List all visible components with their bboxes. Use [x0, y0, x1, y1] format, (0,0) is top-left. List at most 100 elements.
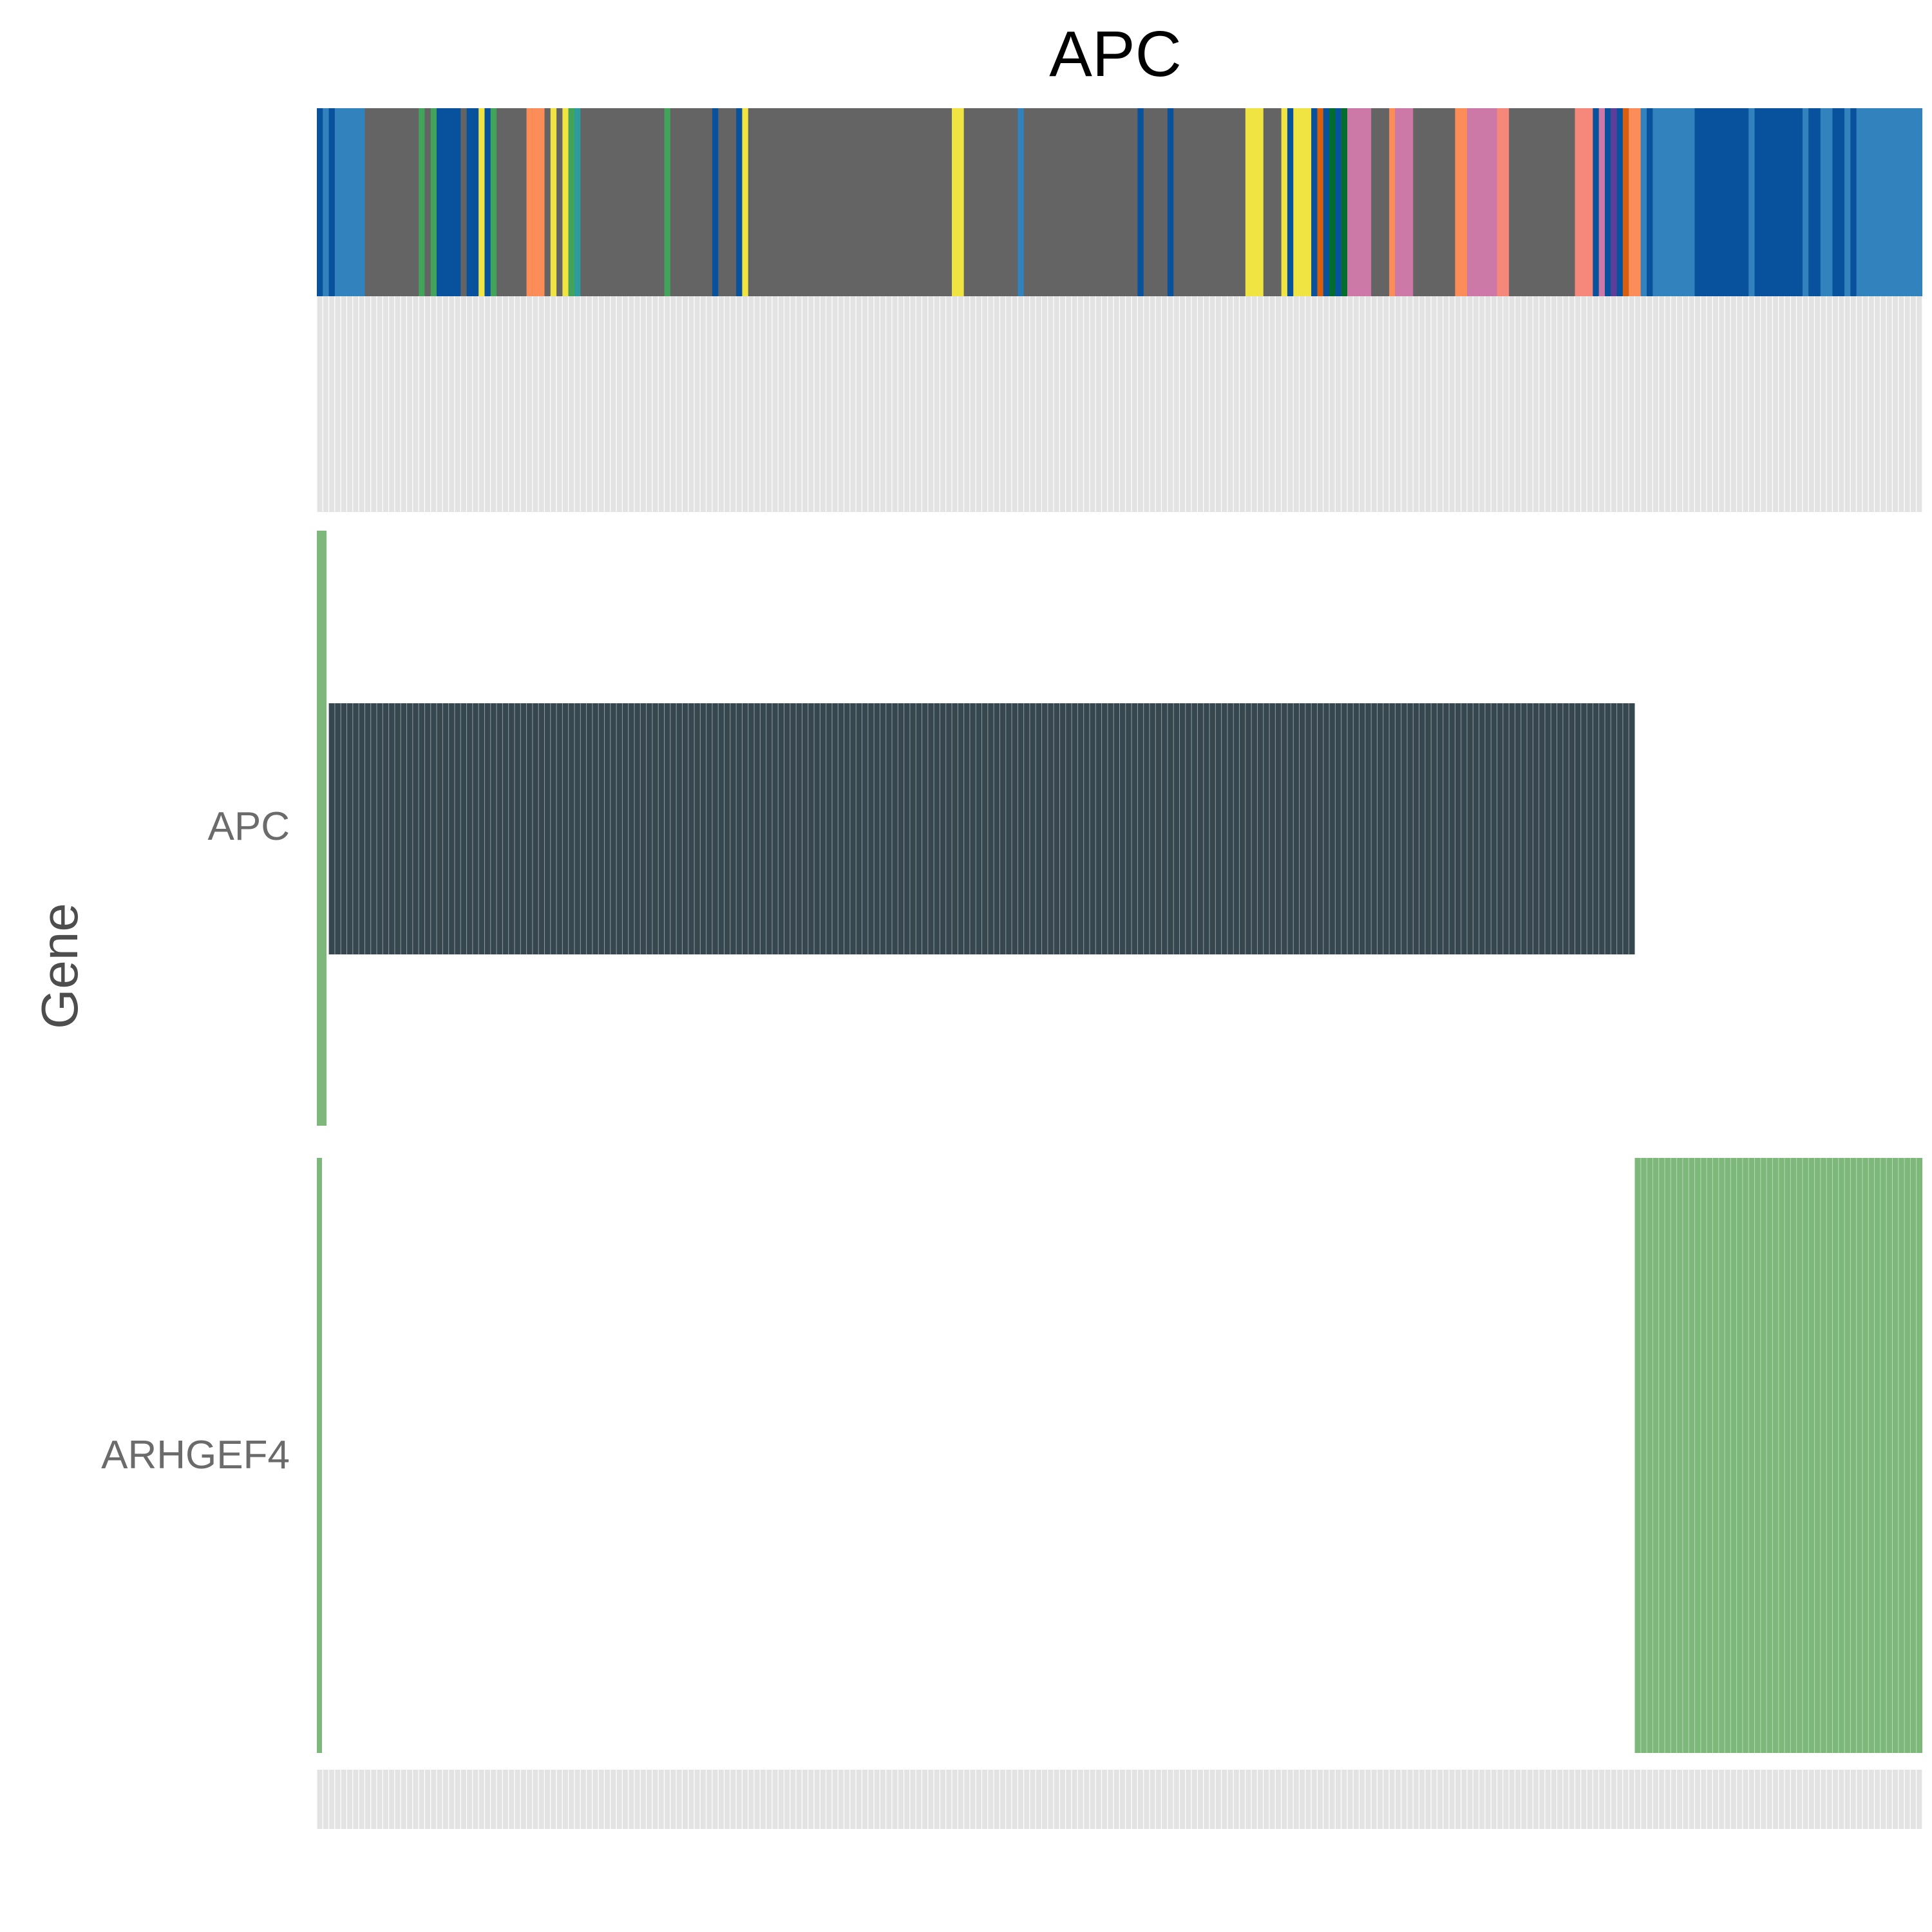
empty-cell	[1899, 1770, 1904, 1829]
empty-cell	[742, 1770, 748, 1829]
empty-cell	[629, 296, 634, 512]
empty-cell	[419, 296, 424, 512]
empty-cell	[1467, 296, 1473, 512]
empty-cell	[730, 1770, 736, 1829]
empty-cell	[976, 1770, 981, 1829]
empty-cell	[1623, 296, 1629, 512]
empty-cell	[1862, 296, 1868, 512]
empty-cell	[838, 1770, 844, 1829]
empty-cell	[1036, 296, 1041, 512]
empty-cell	[1880, 296, 1886, 512]
empty-cell	[856, 1770, 862, 1829]
empty-cell	[970, 1770, 976, 1829]
empty-cell	[323, 296, 328, 512]
empty-cell	[1634, 296, 1641, 512]
empty-cell	[1300, 1770, 1305, 1829]
empty-cell	[736, 1770, 742, 1829]
empty-cell	[718, 296, 724, 512]
empty-cell	[1144, 296, 1150, 512]
empty-cell	[1449, 1770, 1455, 1829]
empty-cell	[1461, 296, 1467, 512]
annotation-segment-yellow	[478, 108, 485, 296]
empty-cell	[1605, 296, 1611, 512]
empty-cell	[724, 1770, 730, 1829]
empty-cell	[1066, 296, 1072, 512]
empty-cell	[946, 296, 952, 512]
empty-cell	[700, 296, 706, 512]
empty-cell	[1665, 1770, 1671, 1829]
empty-cell	[1395, 296, 1401, 512]
empty-cell	[658, 1770, 664, 1829]
empty-cell	[868, 296, 874, 512]
empty-cell	[772, 1770, 778, 1829]
empty-cell	[1575, 1770, 1581, 1829]
annotation-segment-blue_dark	[317, 108, 323, 296]
empty-cell	[460, 1770, 466, 1829]
empty-cell	[1862, 1770, 1868, 1829]
empty-cell	[1515, 296, 1521, 512]
empty-cell	[1431, 296, 1437, 512]
empty-cell	[1155, 1770, 1161, 1829]
empty-cell	[1251, 1770, 1257, 1829]
empty-cell	[1653, 1770, 1658, 1829]
annotation-segment-green	[568, 108, 574, 296]
empty-cell	[1072, 296, 1077, 512]
empty-cell	[1443, 1770, 1449, 1829]
empty-cell	[1461, 1770, 1467, 1829]
empty-cell	[1233, 1770, 1239, 1829]
alteration-block	[1634, 1158, 1922, 1753]
empty-cell	[365, 1770, 371, 1829]
empty-cell	[1563, 296, 1569, 512]
empty-cell	[605, 1770, 611, 1829]
empty-cell	[736, 296, 742, 512]
empty-cell	[323, 1770, 328, 1829]
empty-cell	[964, 1770, 970, 1829]
empty-cell	[928, 296, 934, 512]
empty-cell	[491, 296, 497, 512]
empty-cell	[1245, 296, 1251, 512]
empty-cell	[784, 296, 790, 512]
empty-cell	[544, 1770, 551, 1829]
empty-cell	[778, 296, 784, 512]
empty-cell	[1102, 1770, 1108, 1829]
empty-cell	[1006, 1770, 1012, 1829]
annotation-segment-blue_dark	[1287, 108, 1294, 296]
empty-cell	[1797, 296, 1803, 512]
empty-cell	[886, 296, 892, 512]
annotation-segment-blue_mid	[323, 108, 329, 296]
empty-cell	[1521, 296, 1527, 512]
empty-cell	[1018, 296, 1023, 512]
empty-cell	[1707, 296, 1712, 512]
empty-cell	[1790, 1770, 1796, 1829]
empty-cell	[317, 1770, 323, 1829]
annotation-segment-blue_dark	[1616, 108, 1623, 296]
annotation-segment-blue_dark	[1137, 108, 1144, 296]
annotation-segment-teal	[574, 108, 581, 296]
empty-cell	[1341, 296, 1347, 512]
empty-cell	[502, 1770, 508, 1829]
empty-cell	[940, 1770, 946, 1829]
empty-cell	[329, 296, 335, 512]
empty-cell	[1341, 1770, 1347, 1829]
empty-cell	[407, 296, 413, 512]
empty-cell	[1850, 1770, 1856, 1829]
empty-cell	[335, 296, 341, 512]
empty-cell	[1024, 296, 1030, 512]
empty-cell	[808, 1770, 814, 1829]
empty-cell	[1126, 296, 1132, 512]
empty-cell	[1371, 296, 1377, 512]
empty-cell	[1095, 296, 1101, 512]
annotation-segment-blue_dark	[1311, 108, 1318, 296]
empty-cell	[1748, 1770, 1754, 1829]
empty-cell	[1527, 1770, 1533, 1829]
empty-cell	[1719, 1770, 1725, 1829]
empty-cell	[1844, 296, 1850, 512]
annotation-segment-blue_dark	[1647, 108, 1653, 296]
empty-cell	[1875, 296, 1880, 512]
empty-cell	[1222, 296, 1227, 512]
empty-cell	[580, 296, 586, 512]
empty-cell	[1743, 1770, 1748, 1829]
empty-cell	[413, 296, 419, 512]
empty-cell	[1113, 1770, 1119, 1829]
empty-cell	[401, 1770, 406, 1829]
